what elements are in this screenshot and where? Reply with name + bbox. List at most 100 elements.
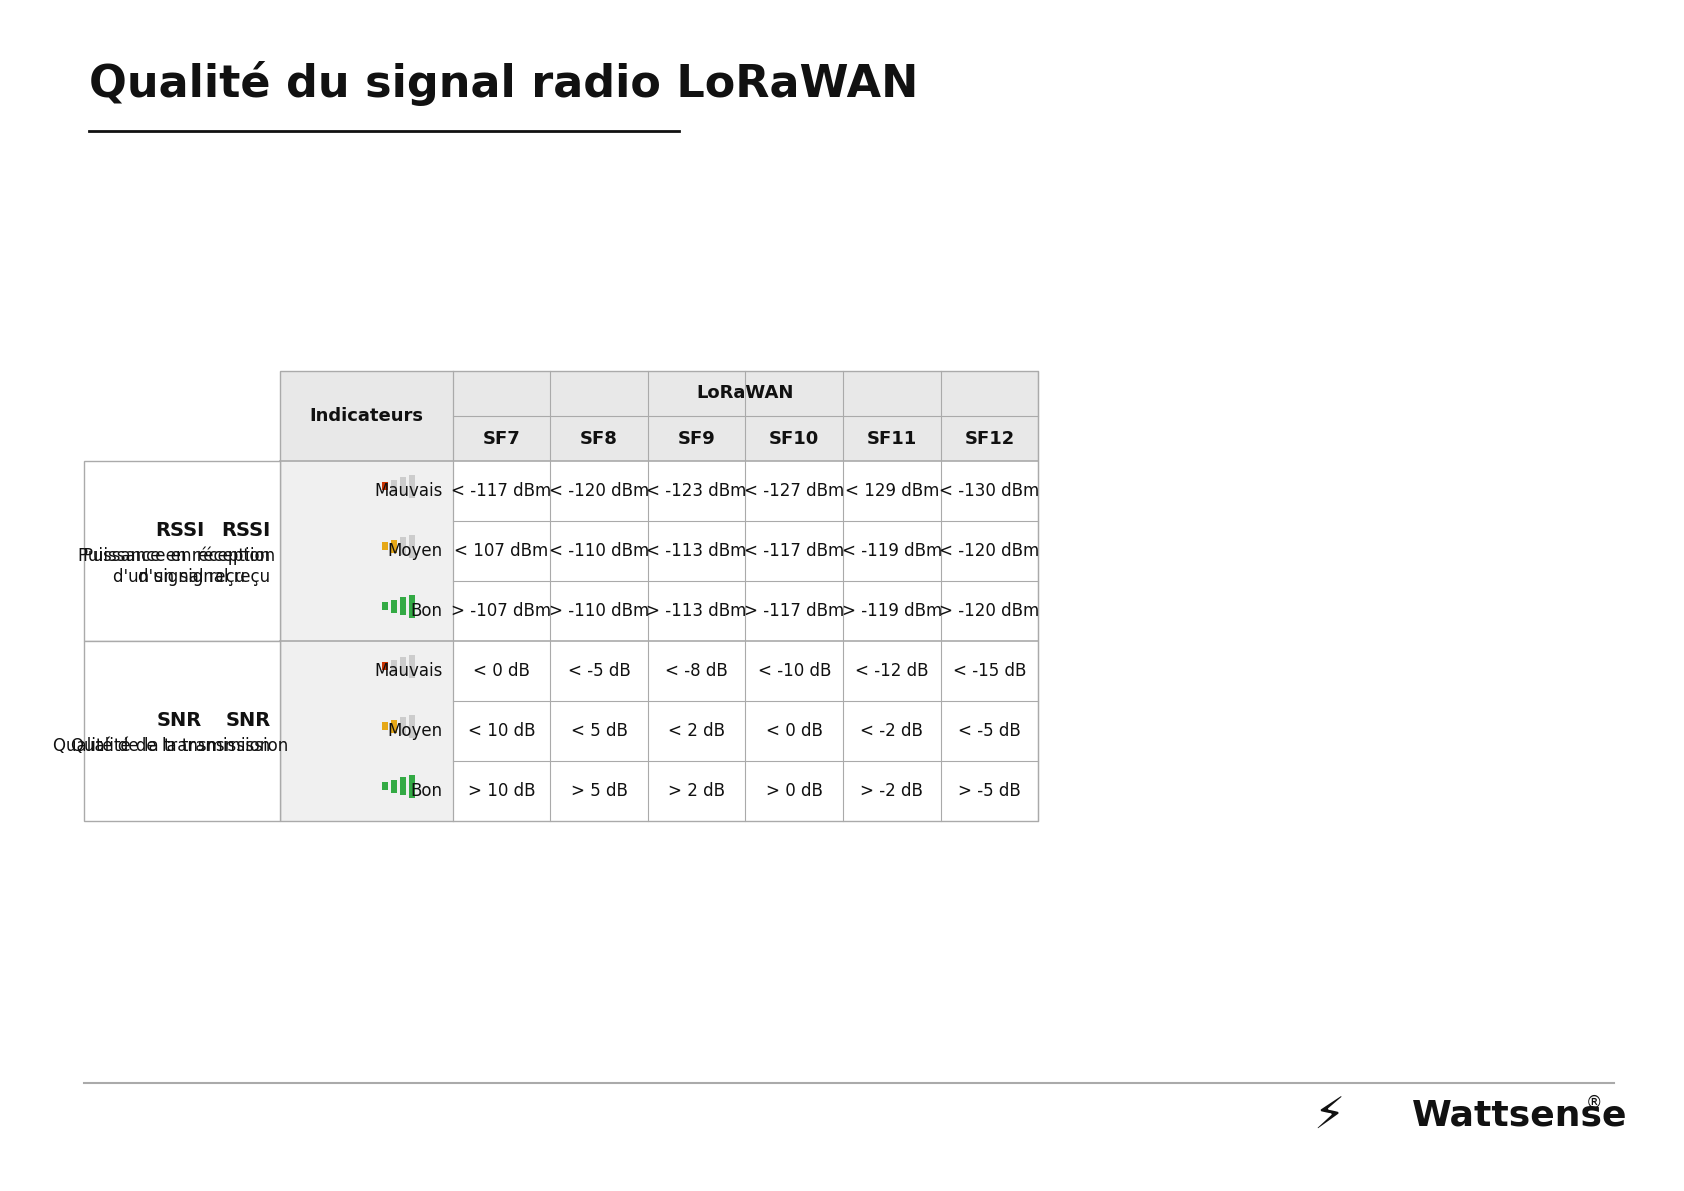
Text: ®: ® <box>1586 1095 1603 1112</box>
Text: SNR: SNR <box>157 711 202 730</box>
Bar <box>382 782 389 790</box>
Text: Bon: Bon <box>411 601 443 621</box>
FancyBboxPatch shape <box>746 416 844 461</box>
Bar <box>391 480 397 493</box>
Text: > -107 dBm: > -107 dBm <box>451 601 552 621</box>
FancyBboxPatch shape <box>746 761 844 821</box>
FancyBboxPatch shape <box>844 520 941 581</box>
Text: < -15 dB: < -15 dB <box>953 662 1026 680</box>
Text: SF8: SF8 <box>579 430 618 448</box>
Text: < -127 dBm: < -127 dBm <box>744 482 844 500</box>
FancyBboxPatch shape <box>746 701 844 761</box>
Text: Moyen: Moyen <box>387 722 443 740</box>
Text: > 0 dB: > 0 dB <box>766 782 823 800</box>
Text: < -5 dB: < -5 dB <box>568 662 630 680</box>
Text: < -5 dB: < -5 dB <box>958 722 1021 740</box>
Text: < -8 dB: < -8 dB <box>665 662 727 680</box>
FancyBboxPatch shape <box>453 701 551 761</box>
Bar <box>401 717 406 735</box>
FancyBboxPatch shape <box>844 761 941 821</box>
Text: Wattsense: Wattsense <box>1413 1099 1628 1133</box>
FancyBboxPatch shape <box>746 461 844 520</box>
FancyBboxPatch shape <box>551 581 648 641</box>
Text: Mauvais: Mauvais <box>374 662 443 680</box>
Text: > -5 dB: > -5 dB <box>958 782 1021 800</box>
Text: SF7: SF7 <box>483 430 520 448</box>
FancyBboxPatch shape <box>648 461 746 520</box>
FancyBboxPatch shape <box>941 461 1039 520</box>
Text: > -117 dBm: > -117 dBm <box>744 601 844 621</box>
FancyBboxPatch shape <box>844 701 941 761</box>
Text: < -120 dBm: < -120 dBm <box>940 542 1039 560</box>
Bar <box>409 655 414 678</box>
Bar <box>401 537 406 555</box>
FancyBboxPatch shape <box>941 701 1039 761</box>
FancyBboxPatch shape <box>941 416 1039 461</box>
Bar <box>391 719 397 732</box>
Text: < -130 dBm: < -130 dBm <box>940 482 1039 500</box>
Bar <box>409 594 414 617</box>
FancyBboxPatch shape <box>746 581 844 641</box>
FancyBboxPatch shape <box>84 461 281 641</box>
FancyBboxPatch shape <box>648 520 746 581</box>
FancyBboxPatch shape <box>551 416 648 461</box>
FancyBboxPatch shape <box>453 372 1039 416</box>
FancyBboxPatch shape <box>281 461 453 641</box>
FancyBboxPatch shape <box>648 701 746 761</box>
FancyBboxPatch shape <box>648 761 746 821</box>
FancyBboxPatch shape <box>941 641 1039 701</box>
Text: < 2 dB: < 2 dB <box>669 722 726 740</box>
Bar <box>409 474 414 498</box>
Bar <box>409 715 414 737</box>
FancyBboxPatch shape <box>551 701 648 761</box>
FancyBboxPatch shape <box>453 461 551 520</box>
Text: > -2 dB: > -2 dB <box>861 782 923 800</box>
Text: Qualité de la transmission: Qualité de la transmission <box>54 737 271 755</box>
Text: < -123 dBm: < -123 dBm <box>647 482 746 500</box>
Text: < -117 dBm: < -117 dBm <box>744 542 844 560</box>
Text: < 5 dB: < 5 dB <box>571 722 628 740</box>
FancyBboxPatch shape <box>648 581 746 641</box>
Text: Indicateurs: Indicateurs <box>310 407 424 425</box>
Text: < -12 dB: < -12 dB <box>855 662 928 680</box>
Bar <box>409 535 414 557</box>
Text: > -113 dBm: > -113 dBm <box>647 601 746 621</box>
FancyBboxPatch shape <box>453 581 551 641</box>
FancyBboxPatch shape <box>453 641 551 701</box>
FancyBboxPatch shape <box>941 520 1039 581</box>
FancyBboxPatch shape <box>281 641 453 821</box>
FancyBboxPatch shape <box>746 520 844 581</box>
Text: RSSI: RSSI <box>221 522 271 541</box>
FancyBboxPatch shape <box>551 761 648 821</box>
FancyBboxPatch shape <box>551 461 648 520</box>
FancyBboxPatch shape <box>551 641 648 701</box>
FancyBboxPatch shape <box>453 416 551 461</box>
Bar <box>382 601 389 610</box>
Bar <box>382 542 389 550</box>
Text: > 2 dB: > 2 dB <box>669 782 726 800</box>
Text: < -113 dBm: < -113 dBm <box>647 542 746 560</box>
Text: LoRaWAN: LoRaWAN <box>697 385 795 403</box>
Text: SF11: SF11 <box>867 430 918 448</box>
Bar <box>391 599 397 612</box>
Text: Puissance en réception
d'un signal reçu: Puissance en réception d'un signal reçu <box>79 547 271 586</box>
Bar <box>281 372 1039 821</box>
Text: < 129 dBm: < 129 dBm <box>845 482 940 500</box>
FancyBboxPatch shape <box>844 416 941 461</box>
FancyBboxPatch shape <box>941 761 1039 821</box>
Bar <box>391 660 397 673</box>
Text: < 0 dB: < 0 dB <box>473 662 530 680</box>
Bar <box>409 774 414 798</box>
Bar <box>401 777 406 796</box>
Text: < -10 dB: < -10 dB <box>758 662 830 680</box>
FancyBboxPatch shape <box>844 581 941 641</box>
Text: RSSI: RSSI <box>155 522 204 541</box>
Bar <box>391 779 397 792</box>
Text: Bon: Bon <box>411 782 443 800</box>
Text: < -120 dBm: < -120 dBm <box>549 482 650 500</box>
Text: SNR: SNR <box>226 711 271 730</box>
FancyBboxPatch shape <box>453 761 551 821</box>
Bar <box>382 722 389 730</box>
Text: SF9: SF9 <box>677 430 716 448</box>
Bar <box>401 478 406 495</box>
